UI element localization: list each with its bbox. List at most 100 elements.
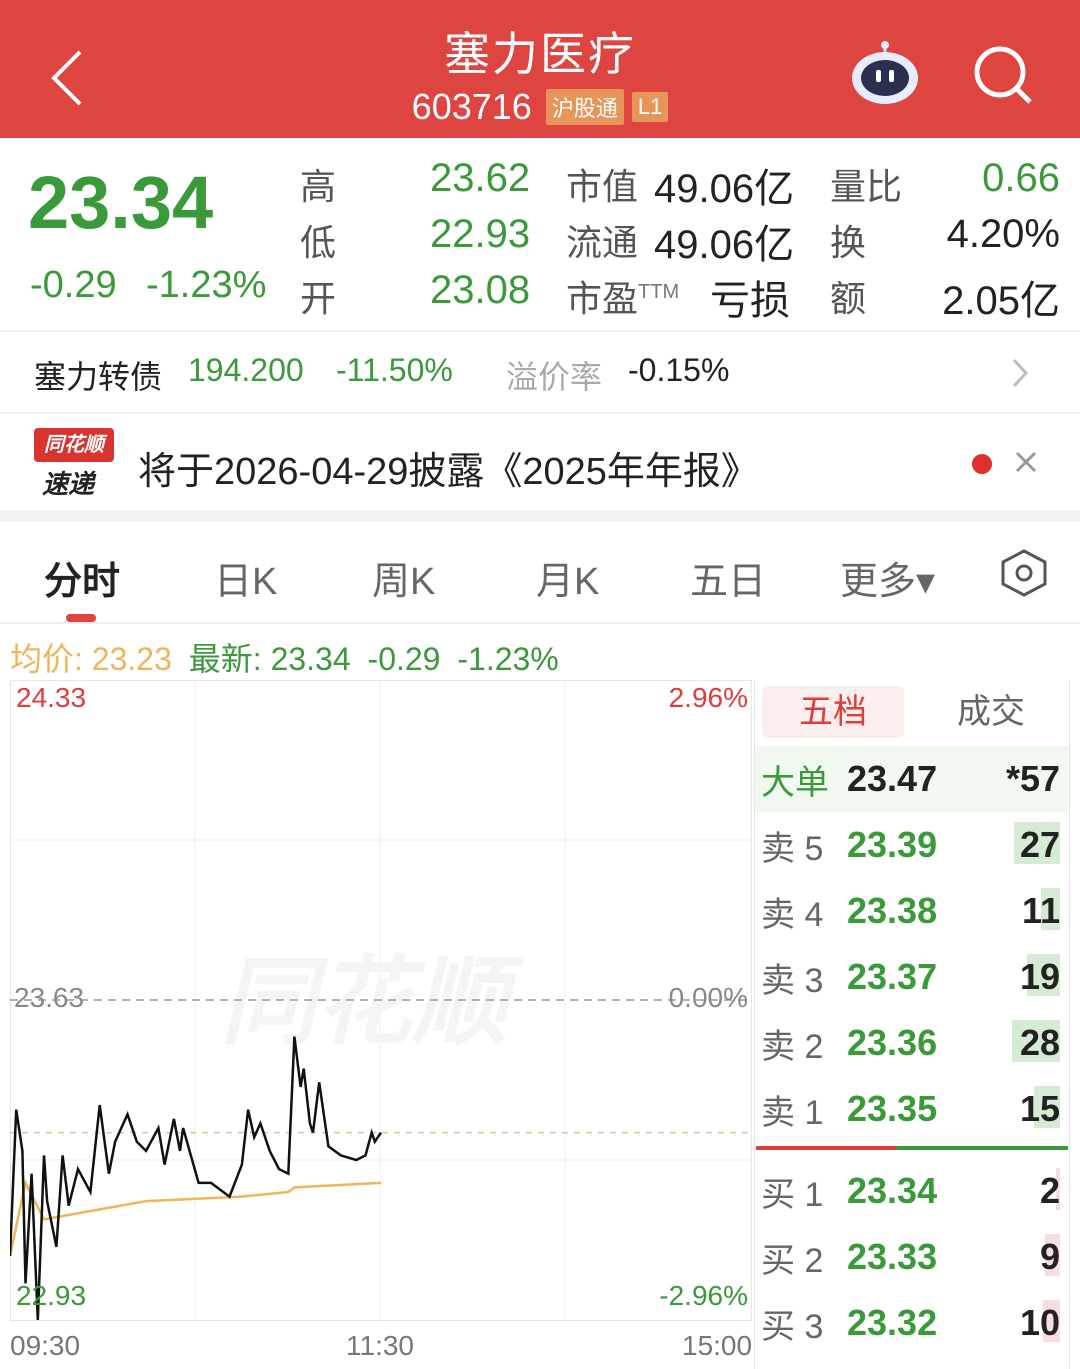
big-order-volume: *57	[977, 758, 1068, 800]
bid-volume-text: 2	[1039, 1170, 1060, 1211]
watermark: 同花顺	[220, 949, 525, 1056]
tab-monthly-k[interactable]: 月K	[536, 561, 600, 603]
pe-label: 市盈TTM	[566, 270, 679, 322]
level-badge: L1	[631, 92, 669, 122]
bid-row[interactable]: 买 3 23.32 10	[755, 1290, 1068, 1356]
chevron-left-icon[interactable]	[48, 48, 88, 108]
high-value: 23.62	[430, 156, 531, 200]
volume-ratio-value: 0.66	[982, 156, 1060, 200]
bid-label: 买 2	[761, 1241, 824, 1280]
ask-volume: 28	[977, 1020, 1068, 1064]
float-cap-value: 49.06亿	[654, 223, 795, 267]
y-right-max-label: 2.96%	[668, 682, 748, 713]
bid-label: 买 1	[761, 1175, 824, 1214]
ask-volume-text: 27	[1019, 824, 1060, 865]
notice-banner[interactable]: 同花顺 速递 将于2026-04-29披露《2025年年报》	[0, 414, 1080, 510]
volume-ratio-label: 量比	[830, 166, 903, 207]
bid-volume: 2	[977, 1168, 1068, 1212]
ask-price: 23.35	[847, 1088, 938, 1129]
big-order-price: 23.47	[847, 758, 938, 799]
ask-row[interactable]: 卖 1 23.35 15	[755, 1076, 1068, 1142]
tab-weekly-k[interactable]: 周K	[372, 561, 436, 603]
intraday-chart[interactable]: 同花顺 24.33 23.63 22.93 2.96% 0.00% -2.96%	[10, 680, 752, 1330]
stock-name: 塞力医疗	[444, 28, 636, 80]
bid-row[interactable]: 买 1 23.34 2	[755, 1158, 1068, 1224]
ask-label: 卖 2	[761, 1027, 824, 1066]
bid-volume-bar	[1043, 1300, 1060, 1342]
pe-value: 亏损	[710, 279, 790, 323]
ask-volume-bar	[1012, 1020, 1060, 1062]
ask-volume-text: 19	[1019, 956, 1060, 997]
open-value: 23.08	[430, 268, 531, 312]
tab-more[interactable]: 更多▾	[840, 561, 936, 603]
last-price: 23.34	[270, 641, 351, 677]
premium-value: -0.15%	[628, 352, 730, 388]
bid-label: 买 3	[761, 1307, 824, 1346]
header-bar: 塞力医疗 603716 沪股通 L1	[0, 0, 1080, 138]
y-right-min-label: -2.96%	[659, 1280, 748, 1311]
current-price: 23.34	[28, 161, 214, 244]
ttm-label: TTM	[638, 281, 680, 303]
y-right-mid-label: 0.00%	[668, 982, 748, 1013]
avg-price: 23.23	[91, 641, 172, 677]
robot-assistant-icon[interactable]	[850, 40, 920, 106]
chart-summary: 均价: 23.23 最新: 23.34 -0.29 -1.23%	[10, 634, 559, 680]
avg-label: 均价:	[10, 641, 83, 677]
ask-label: 卖 5	[761, 829, 824, 868]
low-value: 22.93	[430, 212, 531, 256]
ask-row[interactable]: 卖 5 23.39 27	[755, 812, 1068, 878]
bid-volume: 10	[977, 1300, 1068, 1344]
bid-price: 23.33	[847, 1236, 938, 1277]
x-tick-label: 09:30	[10, 1330, 81, 1361]
bid-volume-bar	[1056, 1168, 1060, 1210]
search-icon[interactable]	[972, 44, 1034, 106]
ask-volume-bar	[1014, 822, 1060, 864]
last-change-pct: -1.23%	[457, 641, 559, 677]
amount-value: 2.05亿	[942, 279, 1060, 323]
ask-volume: 11	[977, 888, 1068, 932]
tab-intraday[interactable]: 分时	[44, 561, 121, 603]
tab-five-levels[interactable]: 五档	[762, 686, 904, 738]
divider	[0, 622, 1080, 624]
turnover-value: 4.20%	[946, 212, 1060, 256]
x-tick-label: 11:30	[346, 1330, 414, 1361]
hk-connect-badge: 沪股通	[545, 89, 624, 125]
tab-daily-k[interactable]: 日K	[214, 561, 278, 603]
big-order-row: 大单 23.47 *57	[755, 746, 1068, 812]
x-tick-label: 15:00	[682, 1330, 753, 1361]
bid-volume: 9	[977, 1234, 1068, 1278]
ask-volume-bar	[1027, 954, 1060, 996]
last-label: 最新:	[188, 641, 262, 677]
ask-volume-text: 11	[1021, 890, 1060, 931]
ask-volume: 27	[977, 822, 1068, 866]
tab-trades[interactable]: 成交	[957, 693, 1025, 731]
ths-logo: 同花顺	[34, 428, 114, 462]
settings-hexagon-icon[interactable]	[1000, 548, 1048, 598]
tab-five-day[interactable]: 五日	[690, 561, 767, 603]
open-label: 开	[300, 278, 337, 319]
market-cap-label: 市值	[566, 166, 639, 207]
bid-row[interactable]: 买 2 23.33 9	[755, 1224, 1068, 1290]
ask-volume-bar	[1041, 888, 1060, 930]
buy-sell-ratio-bar-buy	[756, 1146, 896, 1150]
price-line	[10, 1036, 383, 1321]
low-label: 低	[300, 222, 337, 263]
unread-dot-icon	[972, 454, 992, 474]
ask-price: 23.37	[847, 956, 938, 997]
active-tab-indicator	[66, 614, 96, 622]
ask-price: 23.39	[847, 824, 938, 865]
last-change: -0.29	[367, 641, 441, 677]
high-label: 高	[300, 166, 337, 207]
pe-label-text: 市盈	[566, 278, 639, 319]
convertible-bond-row[interactable]: 塞力转债 194.200 -11.50% 溢价率 -0.15%	[0, 332, 1080, 412]
ask-volume-bar	[1034, 1086, 1060, 1128]
close-icon[interactable]	[1014, 450, 1038, 474]
ask-price: 23.36	[847, 1022, 938, 1063]
divider	[0, 412, 1080, 414]
ask-row[interactable]: 卖 4 23.38 11	[755, 878, 1068, 944]
y-max-label: 24.33	[16, 682, 87, 713]
ask-volume: 15	[977, 1086, 1068, 1130]
bond-change-pct: -11.50%	[336, 352, 453, 388]
ask-row[interactable]: 卖 2 23.36 28	[755, 1010, 1068, 1076]
ask-row[interactable]: 卖 3 23.37 19	[755, 944, 1068, 1010]
